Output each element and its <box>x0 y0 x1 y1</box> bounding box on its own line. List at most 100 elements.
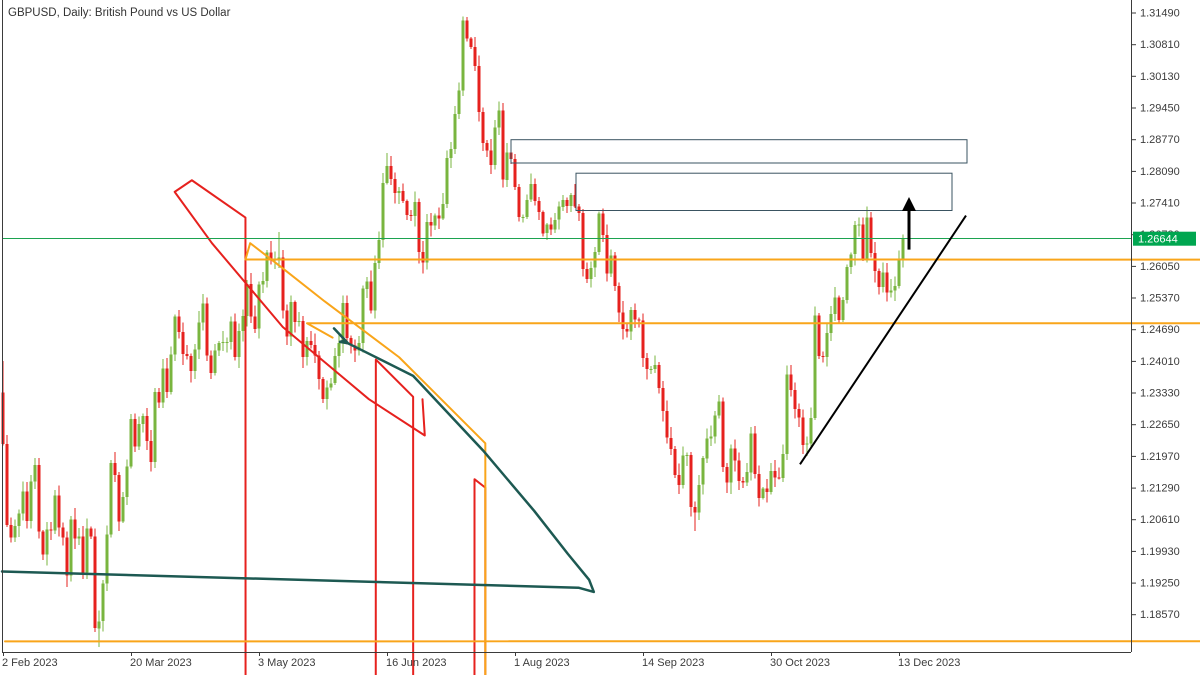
bull-candle-body <box>717 401 721 416</box>
price-axis-label: 1.24690 <box>1140 324 1180 336</box>
bear-candle-body <box>177 316 181 333</box>
bull-candle-body <box>681 455 685 486</box>
bear-candle-body <box>281 257 285 311</box>
bear-candle-body <box>821 355 825 357</box>
chart-title: GBPUSD, Daily: British Pound vs US Dolla… <box>8 7 231 19</box>
bull-candle-body <box>449 149 453 158</box>
bull-candle-body <box>97 621 101 629</box>
bull-candle-body <box>769 470 773 493</box>
bull-candle-body <box>365 281 369 289</box>
bear-candle-body <box>81 536 85 573</box>
bull-candle-body <box>709 436 713 439</box>
bear-candle-body <box>689 455 693 508</box>
objects-layer[interactable] <box>2 139 1131 465</box>
bear-candle-body <box>669 437 673 449</box>
bull-candle-body <box>629 310 633 332</box>
bear-candle-body <box>473 47 477 67</box>
bull-candle-body <box>697 484 701 513</box>
bear-candle-body <box>401 190 405 202</box>
bear-candle-body <box>765 488 769 493</box>
bear-candle-body <box>605 235 609 274</box>
bull-candle-body <box>833 297 837 314</box>
bull-candle-body <box>85 528 89 573</box>
bull-candle-body <box>597 213 601 252</box>
bull-candle-body <box>13 525 17 538</box>
bull-candle-body <box>213 350 217 374</box>
axes-layer[interactable] <box>2 0 1132 653</box>
bull-candle-body <box>893 285 897 291</box>
bull-candle-body <box>529 183 533 200</box>
bear-candle-body <box>429 222 433 226</box>
bull-candle-body <box>553 219 557 230</box>
bull-candle-body <box>569 195 573 206</box>
bull-candle-body <box>237 331 241 358</box>
bull-candle-body <box>141 415 145 424</box>
bear-candle-body <box>149 441 153 462</box>
bear-candle-body <box>501 110 505 180</box>
bull-candle-body <box>329 383 333 388</box>
labels-layer: 1.31490 1.30810 1.30130 1.29450 1.28770 1.280… <box>2 8 1196 669</box>
bear-candle-body <box>269 252 273 261</box>
bear-candle-body <box>773 470 777 478</box>
bull-candle-body <box>17 513 21 526</box>
bear-candle-body <box>209 355 213 373</box>
price-axis-label: 1.30810 <box>1140 39 1180 51</box>
bull-candle-body <box>785 374 789 454</box>
bull-candle-body <box>357 343 361 351</box>
bear-candle-body <box>405 201 409 216</box>
bull-candle-body <box>685 455 689 456</box>
price-axis-label: 1.26050 <box>1140 261 1180 273</box>
price-axis-label: 1.21970 <box>1140 451 1180 463</box>
buy-arrow-head[interactable] <box>902 197 916 211</box>
bull-candle-body <box>397 190 401 193</box>
price-axis-label: 1.23330 <box>1140 388 1180 400</box>
indicators-layer <box>0 179 1200 675</box>
bull-candle-body <box>229 321 233 342</box>
bear-candle-body <box>313 345 317 356</box>
bull-candle-body <box>897 260 901 286</box>
bear-candle-body <box>633 310 637 320</box>
bull-candle-body <box>245 284 249 317</box>
price-axis-label: 1.28770 <box>1140 134 1180 146</box>
bull-candle-body <box>381 183 385 240</box>
bull-candle-body <box>809 418 813 444</box>
bear-candle-body <box>465 20 469 39</box>
ascending-trendline[interactable] <box>799 215 967 465</box>
bull-candle-body <box>289 301 293 337</box>
teal-ma-line <box>0 327 596 594</box>
bull-candle-body <box>385 166 389 183</box>
bull-candle-body <box>173 316 177 355</box>
bear-candle-body <box>37 464 41 532</box>
bull-candle-body <box>845 266 849 300</box>
bear-candle-body <box>801 417 805 445</box>
bear-candle-body <box>321 379 325 400</box>
price-axis-label: 1.21290 <box>1140 483 1180 495</box>
resistance-zone-rectangle-1[interactable] <box>510 139 968 164</box>
bear-candle-body <box>469 38 473 47</box>
bear-candle-body <box>185 353 189 356</box>
bull-candle-body <box>749 433 753 473</box>
current-price-badge-value: 1.26644 <box>1138 234 1178 246</box>
bull-candle-body <box>561 199 565 207</box>
bull-candle-body <box>201 303 205 323</box>
price-axis-label: 1.18570 <box>1140 609 1180 621</box>
date-axis-label: 13 Dec 2023 <box>898 657 960 669</box>
bear-candle-body <box>789 374 793 390</box>
bear-candle-body <box>617 285 621 313</box>
bull-candle-body <box>545 224 549 234</box>
bear-candle-body <box>601 213 605 236</box>
bull-candle-body <box>881 272 885 287</box>
bull-candle-body <box>325 387 329 400</box>
bear-candle-body <box>513 158 517 188</box>
bull-candle-body <box>557 206 561 220</box>
bear-candle-body <box>477 66 481 113</box>
bear-candle-body <box>549 224 553 230</box>
resistance-zone-rectangle-2[interactable] <box>575 172 953 211</box>
bear-candle-body <box>797 408 801 418</box>
bull-candle-body <box>265 252 269 281</box>
bear-candle-body <box>541 211 545 234</box>
red-ma-line <box>173 179 487 675</box>
bull-candle-body <box>77 536 81 539</box>
bear-candle-body <box>585 269 589 279</box>
